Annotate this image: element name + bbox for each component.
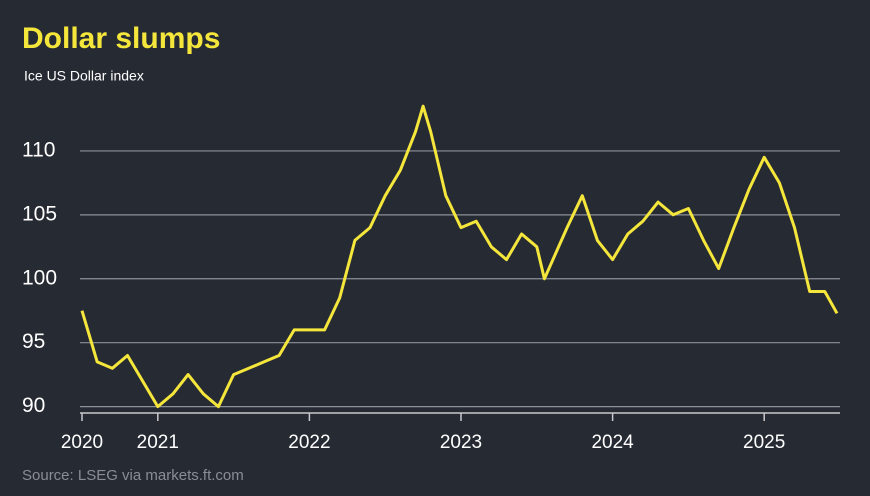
y-tick-label: 100 <box>22 266 57 289</box>
source-note: Source: LSEG via markets.ft.com <box>22 467 244 484</box>
x-tick-label: 2025 <box>743 432 785 453</box>
x-tick-label: 2021 <box>137 432 179 453</box>
y-tick-label: 110 <box>22 138 55 161</box>
x-tick-label: 2020 <box>61 432 103 453</box>
x-tick-label: 2022 <box>288 432 330 453</box>
chart-subtitle: Ice US Dollar index <box>24 68 144 84</box>
chart-title: Dollar slumps <box>22 22 220 55</box>
y-tick-label: 90 <box>22 394 45 417</box>
y-tick-label: 105 <box>22 202 57 225</box>
data-line <box>80 104 839 409</box>
x-tick-label: 2024 <box>591 432 634 453</box>
y-tick-label: 95 <box>22 330 45 353</box>
x-tick-label: 2023 <box>440 432 482 453</box>
